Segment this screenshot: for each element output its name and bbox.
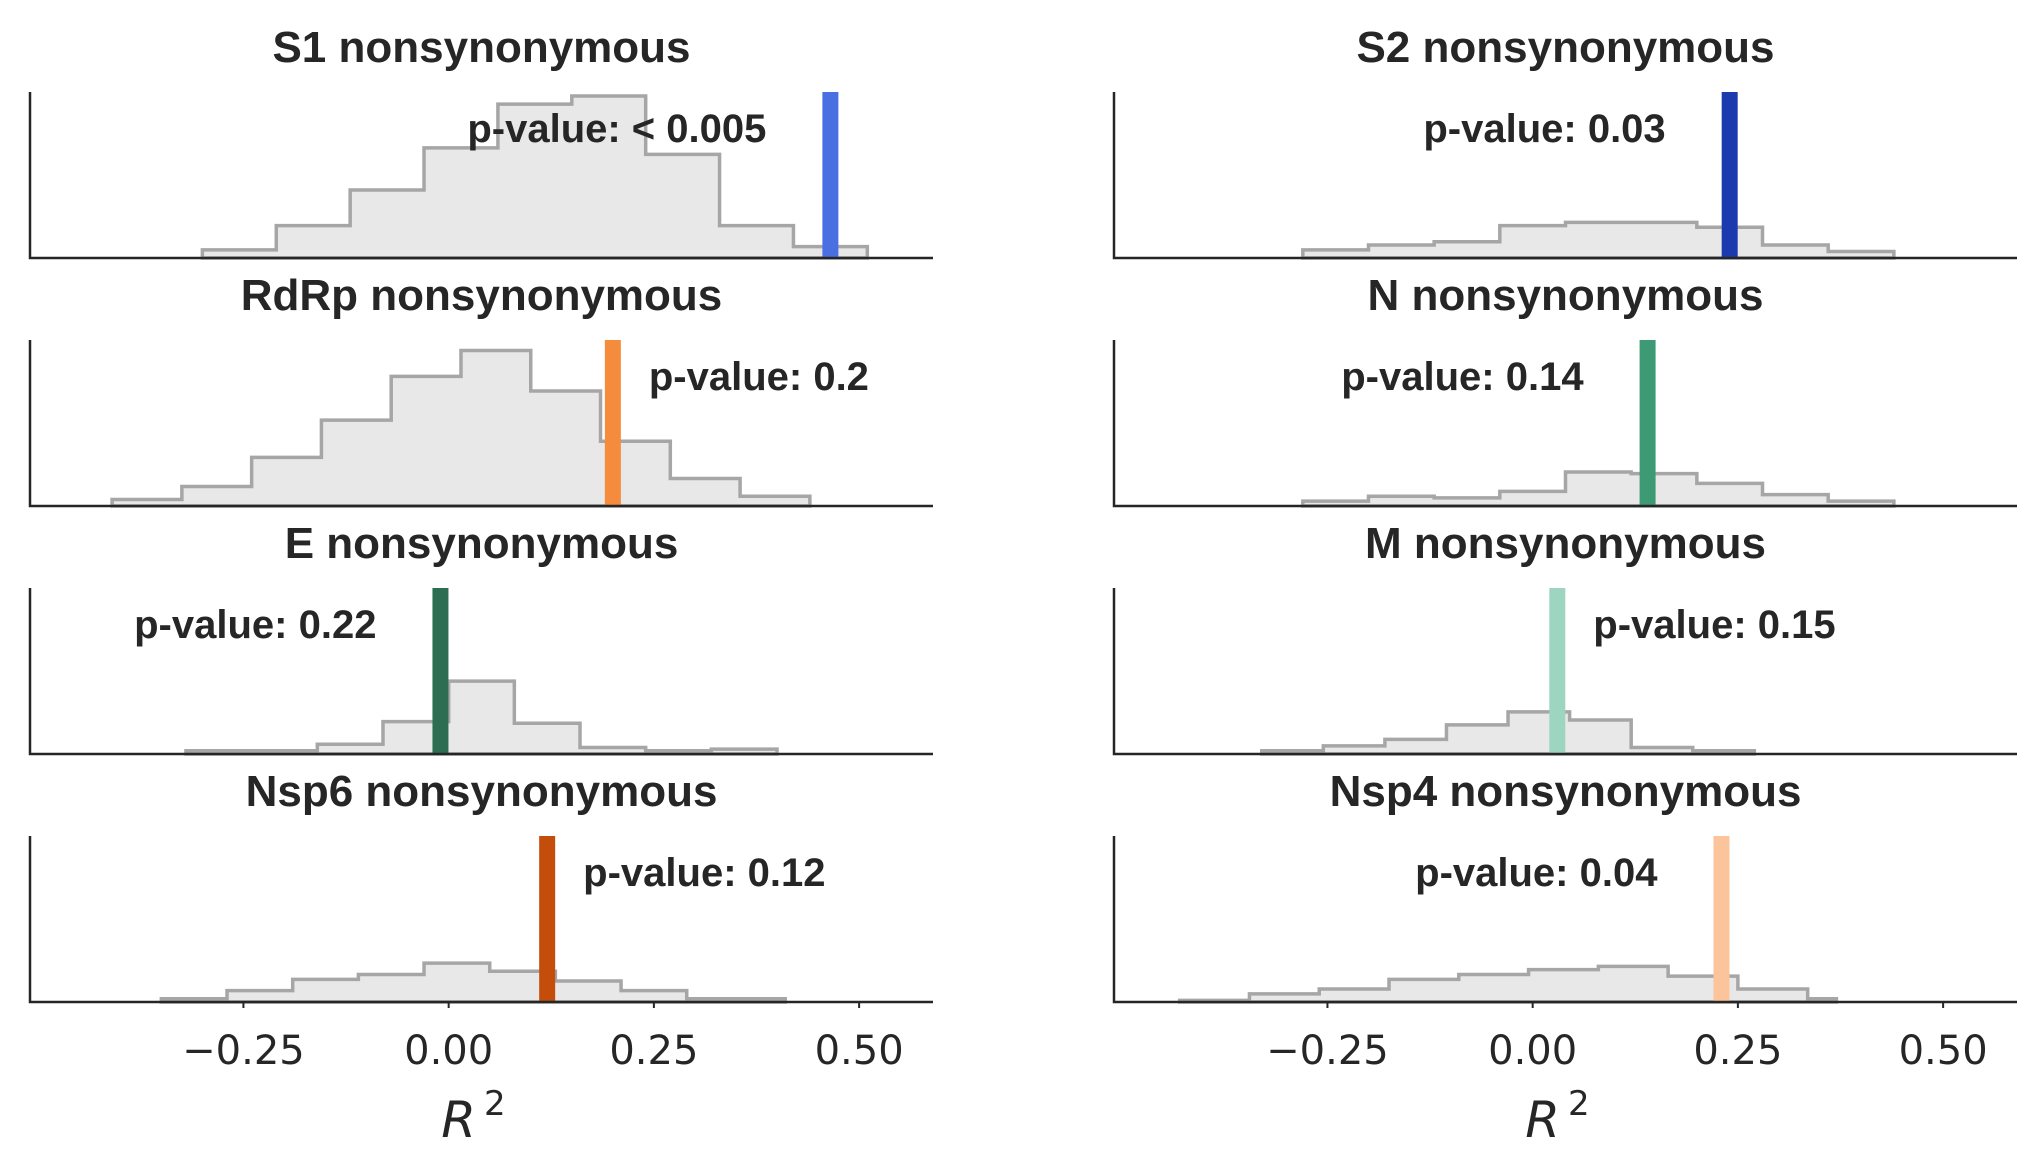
axis-spines [1112,836,2017,1004]
x-tick-label: −0.25 [182,1028,305,1074]
observed-value-marker [1549,588,1566,754]
panel-title: S1 nonsynonymous [272,23,690,72]
x-tick-label: 0.25 [609,1028,698,1074]
p-value-annotation: p-value: 0.04 [1415,851,1658,895]
histogram-panel: E nonsynonymous p-value: 0.22 [28,519,933,756]
histogram-panel: N nonsynonymous p-value: 0.14 [1112,271,2017,508]
panel-title: S2 nonsynonymous [1356,23,1774,72]
axis-spines [1112,92,2017,260]
p-value-annotation: p-value: 0.14 [1341,355,1584,399]
observed-value-marker [1721,92,1738,258]
observed-value-marker [539,836,556,1002]
panel-title: N nonsynonymous [1367,271,1763,320]
x-tick-label: −0.25 [1266,1028,1389,1074]
observed-value-marker [822,92,839,258]
x-tick-label: 0.50 [815,1028,904,1074]
p-value-annotation: p-value: 0.15 [1593,603,1835,647]
histogram-panel: RdRp nonsynonymous p-value: 0.2 [28,271,933,508]
p-value-annotation: p-value: 0.03 [1423,107,1665,151]
p-value-annotation: p-value: < 0.005 [467,107,766,151]
axis-spines [28,340,933,508]
histogram-panel: S2 nonsynonymous p-value: 0.03 [1112,23,2017,260]
histogram-panel: Nsp6 nonsynonymous p-value: 0.12 −0.25 0.00… [28,767,933,1149]
axis-spines [28,92,933,260]
axis-spines [1112,588,2017,756]
histogram-bars [1301,470,1896,508]
histogram-panel: Nsp4 nonsynonymous p-value: 0.04 −0.25 0.00… [1112,767,2017,1149]
x-tick-label: 0.25 [1693,1028,1782,1074]
p-value-annotation: p-value: 0.12 [583,851,825,895]
histogram-bars [159,961,787,1004]
x-tick-label: 0.00 [1488,1028,1577,1074]
panel-title: Nsp6 nonsynonymous [246,767,718,816]
panel-title: E nonsynonymous [285,519,679,568]
histogram-bars [1177,964,1839,1004]
histogram-bars [1301,220,1896,260]
histogram-panel: M nonsynonymous p-value: 0.15 [1112,519,2017,756]
panel-title: RdRp nonsynonymous [241,271,723,320]
p-value-annotation: p-value: 0.2 [649,355,869,399]
panel-title: M nonsynonymous [1365,519,1766,568]
x-tick-label: 0.00 [404,1028,493,1074]
observed-value-marker [432,588,449,754]
observed-value-marker [1713,836,1730,1002]
histogram-bars [110,348,812,508]
axis-spines [28,836,933,1004]
observed-value-marker [1639,340,1656,506]
p-value-annotation: p-value: 0.22 [134,603,376,647]
panel-title: Nsp4 nonsynonymous [1330,767,1802,816]
histogram-bars [1260,710,1757,756]
observed-value-marker [604,340,621,506]
x-tick-label: 0.50 [1899,1028,1988,1074]
histogram-bars [184,679,779,756]
axis-spines [1112,340,2017,508]
axis-spines [28,588,933,756]
histogram-bars [200,94,870,260]
histogram-panel: S1 nonsynonymous p-value: < 0.005 [28,23,933,260]
